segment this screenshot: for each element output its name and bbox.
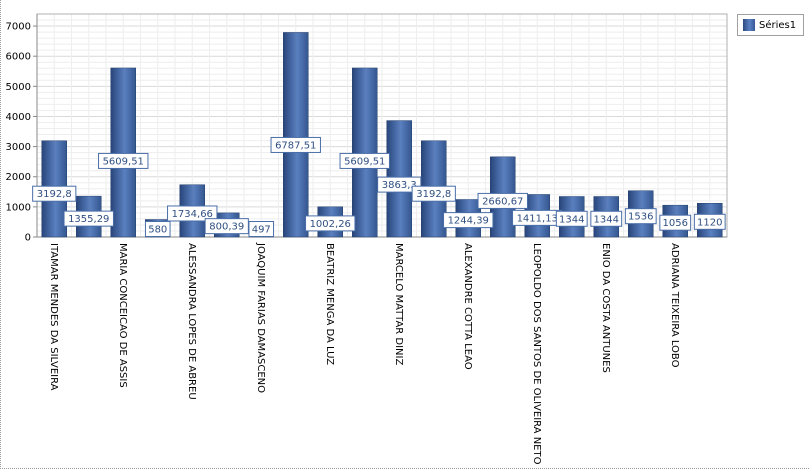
data-label-text: 1344 (559, 214, 584, 225)
data-label-box (98, 152, 149, 169)
data-label: 1056 (659, 205, 692, 231)
legend-swatch (743, 19, 755, 31)
data-label: 1344 (555, 196, 588, 227)
x-tick-label: ENIO DA COSTA ANTUNES (600, 243, 611, 373)
data-label-text: 1411,13 (517, 213, 558, 224)
data-label-text: 1002,26 (310, 219, 351, 230)
data-label-text: 800,39 (209, 222, 244, 233)
data-label-box (411, 185, 456, 202)
data-label-text: 5609,51 (103, 156, 144, 167)
y-tick-label: 4000 (6, 112, 31, 123)
data-label-text: 1536 (628, 212, 653, 223)
data-label-box (270, 136, 321, 153)
data-label: 3192,8 (411, 140, 456, 202)
data-label-box (693, 213, 726, 230)
data-label-text: 497 (252, 225, 271, 236)
y-tick-label: 6000 (6, 52, 31, 63)
data-label-box (477, 192, 528, 209)
data-label-text: 3863,3 (382, 180, 417, 191)
y-tick-label: 5000 (6, 82, 31, 93)
data-label-box (63, 210, 114, 227)
data-label-box (144, 221, 171, 237)
data-label-box (167, 205, 218, 222)
data-label: 5609,51 (339, 67, 390, 169)
x-tick-label: MARIA CONCEICAO DE ASSIS (117, 243, 128, 388)
data-label: 3863,3 (377, 120, 422, 193)
data-label-box (555, 210, 588, 227)
x-tick-label: MARCELO MATTAR DINIZ (393, 243, 404, 365)
data-label-text: 1120 (697, 217, 722, 228)
data-label: 1002,26 (305, 206, 356, 232)
data-label: 800,39 (204, 212, 249, 235)
data-label-box (32, 185, 77, 202)
data-label: 1536 (624, 190, 657, 225)
x-tick-label: ITAMAR MENDES DA SILVEIRA (48, 243, 59, 391)
data-label-text: 580 (148, 225, 167, 236)
x-tick-label: BEATRIZ MENGA DA LUZ (324, 243, 335, 365)
data-label-text: 3192,8 (416, 189, 451, 200)
data-label: 3192,8 (32, 140, 77, 202)
data-label-text: 5609,51 (344, 156, 385, 167)
data-label: 497 (248, 221, 275, 237)
y-tick-label: 7000 (6, 22, 31, 33)
x-tick-label: ALEXANDRE COTTA LEAO (462, 243, 473, 370)
data-label-text: 6787,51 (275, 140, 316, 151)
data-label: 1120 (693, 203, 726, 230)
x-tick-label: ADRIANA TEIXEIRA LOBO (669, 243, 680, 368)
data-label: 2660,67 (477, 156, 528, 209)
data-label-box (248, 221, 275, 237)
y-tick-label: 1000 (6, 202, 31, 213)
data-label-box (624, 208, 657, 225)
data-label-text: 3192,8 (37, 189, 72, 200)
y-tick-label: 0 (25, 233, 31, 244)
data-label: 580 (144, 219, 171, 237)
x-tick-label: LEOPOLDO DOS SANTOS DE OLIVEIRA NETO (531, 243, 542, 465)
data-label-box (590, 210, 623, 227)
data-label-text: 1244,39 (448, 216, 489, 227)
y-tick-label: 2000 (6, 172, 31, 183)
y-tick-label: 3000 (6, 142, 31, 153)
data-label: 1244,39 (443, 199, 494, 229)
legend-label: Séries1 (759, 19, 797, 31)
data-label-box (204, 218, 249, 235)
data-label-text: 1734,66 (172, 209, 213, 220)
data-label: 1355,29 (63, 196, 114, 227)
x-tick-label: ALESSANDRA LOPES DE ABREU (186, 243, 197, 400)
data-label-text: 1056 (663, 218, 688, 229)
data-label: 6787,51 (270, 32, 321, 153)
data-label-box (305, 215, 356, 232)
x-tick-label: JOAQUIM FARIAS DAMASCENO (255, 242, 266, 393)
chart-legend: Séries1 (737, 14, 804, 36)
data-label: 1734,66 (167, 184, 218, 222)
data-label-box (377, 176, 422, 193)
data-label-box (659, 214, 692, 231)
data-label-box (339, 152, 390, 169)
data-label-text: 1344 (594, 214, 619, 225)
data-label: 1344 (590, 196, 623, 227)
data-label: 5609,51 (98, 67, 149, 169)
data-label-box (443, 212, 494, 229)
data-label-text: 1355,29 (68, 214, 109, 225)
data-label-text: 2660,67 (482, 196, 523, 207)
